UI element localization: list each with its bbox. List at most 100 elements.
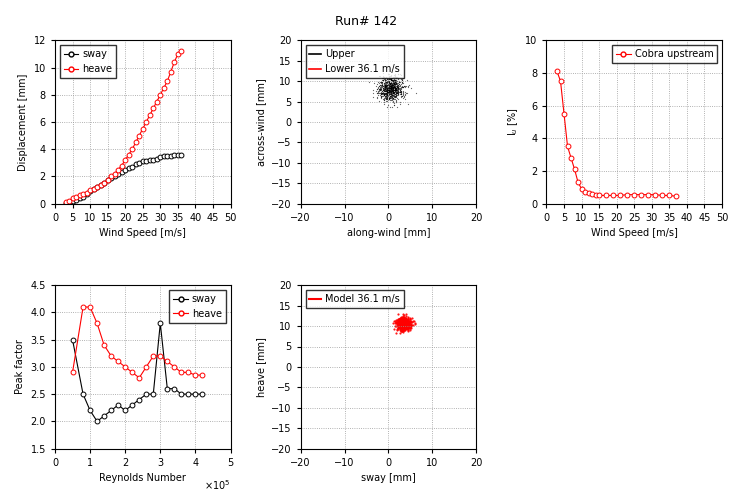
Point (397, 315, 409, 323)
Point (388, 97, 399, 105)
Point (387, 319, 399, 327)
Point (383, 89, 394, 97)
Point (400, 314, 412, 323)
Point (374, 78, 386, 86)
Point (383, 81, 394, 89)
Point (383, 96, 394, 104)
Point (379, 74, 391, 82)
Point (397, 321, 408, 329)
Point (398, 322, 410, 330)
Point (400, 321, 412, 329)
Point (390, 84, 402, 92)
Point (387, 73, 399, 81)
Point (396, 321, 408, 329)
Point (399, 322, 410, 330)
Point (395, 316, 407, 324)
Point (383, 79, 395, 87)
Point (377, 90, 389, 98)
Point (399, 323, 411, 331)
Point (386, 71, 397, 79)
Point (400, 322, 412, 330)
Point (397, 319, 409, 327)
Point (377, 89, 388, 97)
Point (381, 81, 393, 89)
Point (388, 82, 400, 90)
Point (398, 326, 410, 334)
Point (376, 81, 388, 89)
Point (387, 89, 399, 97)
Point (384, 81, 396, 89)
Point (397, 324, 409, 332)
Point (385, 88, 397, 96)
Point (391, 90, 403, 98)
Point (386, 91, 398, 99)
Point (394, 317, 406, 325)
Point (386, 76, 397, 84)
Point (397, 321, 409, 329)
Point (395, 322, 407, 330)
Point (377, 84, 388, 92)
Point (388, 101, 400, 109)
Point (382, 83, 394, 91)
Point (390, 80, 402, 88)
Point (378, 89, 390, 97)
Point (392, 84, 404, 92)
Point (398, 323, 410, 331)
Point (397, 74, 409, 82)
Point (398, 316, 410, 324)
Point (385, 83, 397, 91)
Point (377, 100, 389, 108)
Point (394, 78, 406, 86)
Point (388, 79, 400, 87)
Point (386, 76, 397, 84)
Point (375, 86, 387, 94)
Point (388, 73, 399, 81)
Point (395, 85, 407, 93)
Point (401, 317, 413, 325)
Point (390, 84, 402, 92)
Point (399, 322, 410, 330)
Point (397, 324, 409, 332)
Point (397, 320, 409, 328)
Point (399, 321, 411, 329)
Point (380, 91, 391, 99)
Point (392, 84, 404, 92)
Point (407, 313, 419, 322)
Point (402, 320, 414, 328)
Point (397, 91, 409, 99)
Point (384, 87, 396, 95)
Point (388, 78, 400, 86)
Point (394, 316, 405, 324)
Point (381, 94, 393, 102)
Legend: Model 36.1 m/s: Model 36.1 m/s (306, 290, 404, 308)
Point (397, 318, 408, 326)
Point (391, 78, 402, 86)
Point (375, 83, 387, 91)
Point (375, 78, 387, 86)
Point (395, 324, 407, 332)
Point (402, 320, 413, 328)
Point (393, 90, 405, 98)
Point (380, 75, 391, 83)
Point (398, 316, 410, 324)
Point (382, 71, 394, 79)
Point (383, 75, 394, 83)
Point (398, 322, 410, 330)
Point (399, 322, 411, 330)
Point (399, 313, 411, 322)
Point (400, 318, 412, 326)
Point (387, 88, 399, 96)
Point (371, 85, 383, 93)
Point (405, 321, 416, 329)
Point (388, 79, 400, 87)
Point (375, 86, 386, 94)
Point (399, 319, 411, 327)
Point (397, 321, 408, 329)
Point (387, 81, 399, 89)
Point (379, 81, 391, 89)
Point (384, 83, 396, 91)
Point (383, 85, 394, 93)
Point (375, 81, 387, 89)
Point (396, 78, 408, 86)
Point (395, 320, 407, 328)
